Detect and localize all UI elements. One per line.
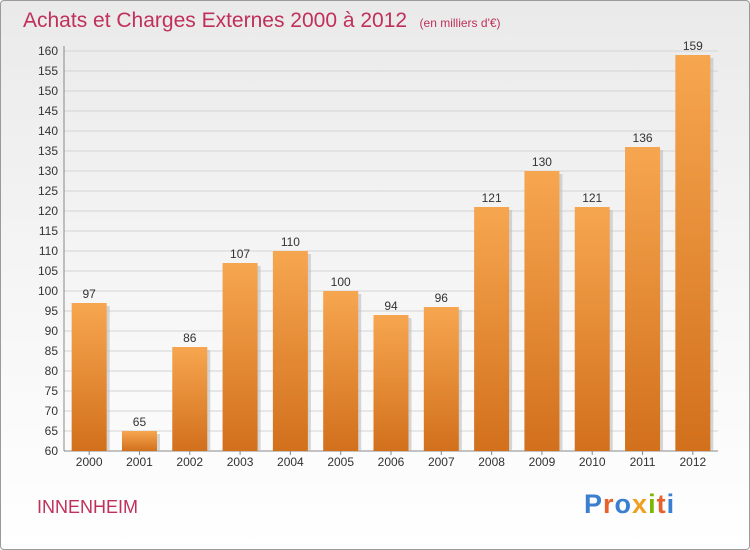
- bar: [675, 55, 711, 451]
- x-axis-ticks: 2000 2001 2002 2003 2004 2005 2006 2007 2008 2009…: [76, 451, 707, 469]
- y-tick-label: 90: [45, 324, 59, 338]
- x-tick-label: 2012: [679, 455, 706, 469]
- data-label: 86: [183, 331, 197, 345]
- y-tick-label: 125: [38, 184, 58, 198]
- logo-letter: i: [648, 489, 657, 519]
- chart-subtitle: (en milliers d'€): [419, 16, 501, 30]
- data-label: 65: [133, 415, 147, 429]
- y-tick-label: 80: [45, 364, 59, 378]
- x-tick-label: 2009: [529, 455, 556, 469]
- y-tick-label: 140: [38, 124, 58, 138]
- y-tick-label: 70: [45, 404, 59, 418]
- y-axis-ticks: 60 65 70 75 80 85 90 95 100 105 110 115 120 125 130 135…: [38, 44, 58, 458]
- y-tick-label: 105: [38, 264, 58, 278]
- bar: [272, 251, 308, 451]
- proxiti-logo: Proxiti: [584, 489, 675, 520]
- y-tick-label: 110: [39, 244, 58, 258]
- bars: [71, 55, 714, 451]
- bar: [222, 263, 258, 451]
- data-label: 121: [482, 191, 502, 205]
- bar: [323, 291, 359, 451]
- y-tick-label: 150: [38, 84, 58, 98]
- data-label: 159: [683, 39, 703, 53]
- data-labels: 97 65 86 107 110 100 94 96 121 130 121 136 159: [82, 39, 703, 429]
- data-label: 121: [582, 191, 602, 205]
- x-tick-label: 2008: [478, 455, 505, 469]
- x-tick-label: 2000: [76, 455, 103, 469]
- data-label: 110: [281, 235, 300, 249]
- y-tick-label: 120: [38, 204, 58, 218]
- y-tick-label: 130: [38, 164, 58, 178]
- bar: [574, 207, 610, 451]
- y-tick-label: 145: [38, 104, 58, 118]
- data-label: 130: [532, 155, 552, 169]
- y-tick-label: 100: [38, 284, 58, 298]
- bar: [121, 431, 157, 451]
- data-label: 97: [82, 287, 96, 301]
- x-tick-label: 2007: [428, 455, 455, 469]
- data-label: 96: [435, 291, 449, 305]
- commune-name: INNENHEIM: [37, 497, 139, 517]
- chart-title-block: Achats et Charges Externes 2000 à 2012 (…: [23, 9, 501, 33]
- x-tick-label: 2004: [277, 455, 304, 469]
- logo-letter: o: [614, 489, 633, 519]
- x-tick-label: 2003: [227, 455, 254, 469]
- bar: [373, 315, 409, 451]
- bar: [172, 347, 208, 451]
- y-tick-label: 135: [38, 144, 58, 158]
- x-tick-label: 2005: [327, 455, 354, 469]
- logo-letter: x: [632, 489, 649, 519]
- data-label: 136: [633, 131, 653, 145]
- x-tick-label: 2010: [579, 455, 606, 469]
- x-tick-label: 2006: [378, 455, 405, 469]
- y-tick-label: 60: [45, 444, 59, 458]
- bar: [474, 207, 510, 451]
- x-tick-label: 2001: [126, 455, 153, 469]
- logo-letter: t: [656, 489, 667, 519]
- data-label: 107: [230, 247, 250, 261]
- y-tick-label: 75: [45, 384, 59, 398]
- bar: [625, 147, 661, 451]
- y-tick-label: 160: [38, 44, 58, 58]
- bar: [423, 307, 459, 451]
- data-label: 94: [384, 299, 398, 313]
- y-tick-label: 155: [38, 64, 58, 78]
- y-tick-label: 65: [45, 424, 59, 438]
- logo-letter: r: [603, 489, 615, 519]
- bar: [71, 303, 107, 451]
- bar: [524, 171, 560, 451]
- logo-letter: i: [666, 489, 676, 519]
- x-tick-label: 2002: [176, 455, 203, 469]
- y-tick-label: 85: [45, 344, 59, 358]
- chart-title: Achats et Charges Externes 2000 à 2012: [23, 9, 408, 32]
- data-label: 100: [331, 275, 351, 289]
- logo-letter: P: [584, 489, 604, 519]
- y-tick-label: 115: [39, 224, 58, 238]
- x-tick-label: 2011: [630, 455, 656, 469]
- y-tick-label: 95: [45, 304, 59, 318]
